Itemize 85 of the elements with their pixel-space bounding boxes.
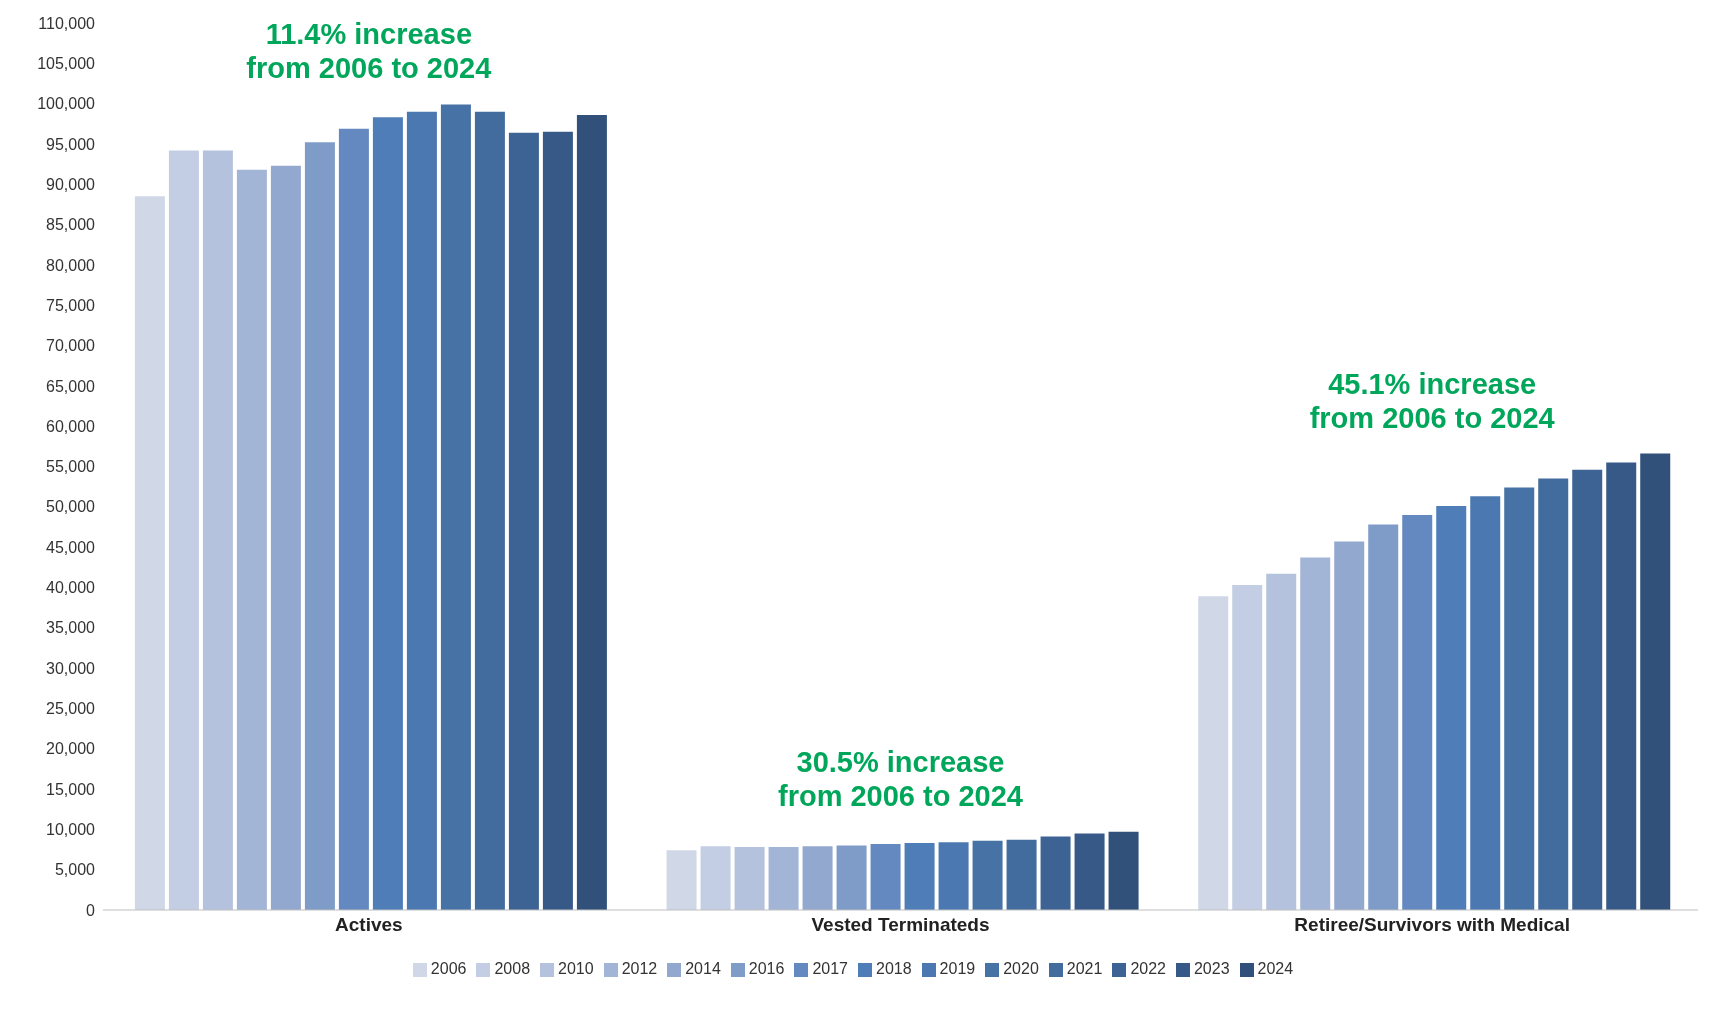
x-tick-label: Retiree/Survivors with Medical	[1294, 914, 1570, 936]
bar	[1232, 585, 1263, 910]
legend-label: 2012	[621, 960, 658, 977]
legend-label: 2022	[1130, 960, 1166, 977]
y-tick-label: 5,000	[54, 861, 96, 879]
bar	[236, 169, 267, 910]
y-tick-label: 15,000	[46, 780, 96, 798]
bar	[1368, 524, 1399, 910]
bar	[168, 150, 199, 910]
bar	[1504, 487, 1535, 910]
bar	[1108, 831, 1139, 910]
bar	[700, 846, 731, 910]
bar	[1334, 541, 1365, 910]
legend-label: 2008	[494, 960, 531, 977]
bar	[338, 128, 369, 910]
y-tick-label: 45,000	[46, 538, 96, 556]
bar	[1074, 833, 1105, 910]
bar	[304, 142, 335, 910]
bar	[1572, 469, 1603, 910]
bar	[1640, 453, 1671, 910]
bar	[1470, 496, 1501, 910]
bar	[474, 111, 505, 910]
y-tick-label: 95,000	[46, 135, 96, 153]
legend-label: 2010	[558, 960, 594, 977]
bar	[836, 845, 867, 910]
legend-label: 2017	[812, 960, 848, 977]
bar	[508, 132, 539, 910]
y-tick-label: 105,000	[37, 55, 96, 72]
bar	[406, 111, 437, 910]
y-tick-label: 65,000	[46, 377, 96, 395]
bar	[904, 843, 935, 910]
legend-label: 2006	[430, 960, 467, 977]
y-tick-label: 100,000	[37, 95, 96, 113]
legend-label: 2018	[876, 960, 912, 977]
bar	[1006, 839, 1037, 910]
y-tick-label: 75,000	[46, 296, 96, 314]
bar	[870, 843, 901, 910]
bar	[202, 150, 233, 910]
bar	[1300, 557, 1331, 910]
y-tick-label: 0	[86, 901, 96, 919]
bar	[802, 846, 833, 910]
x-tick-label: Vested Terminateds	[811, 914, 990, 936]
y-tick-label: 85,000	[46, 216, 96, 234]
x-tick-label: Actives	[335, 914, 403, 936]
y-tick-label: 50,000	[46, 498, 96, 516]
bar	[666, 850, 697, 910]
y-tick-label: 70,000	[46, 337, 96, 355]
legend-label: 2024	[1257, 960, 1294, 977]
y-tick-label: 90,000	[46, 175, 96, 193]
y-tick-label: 55,000	[46, 458, 96, 476]
y-tick-label: 60,000	[46, 417, 96, 435]
annotation: 45.1% increase from 2006 to 2024	[1309, 367, 1555, 434]
bar	[576, 114, 607, 910]
legend-label: 2019	[939, 960, 976, 977]
bar	[372, 117, 403, 910]
legend-label: 2021	[1066, 960, 1103, 977]
bar	[1436, 506, 1467, 910]
y-tick-label: 35,000	[46, 619, 96, 637]
bar	[972, 840, 1003, 910]
bar	[1040, 836, 1071, 910]
y-tick-label: 30,000	[46, 659, 96, 677]
bar	[1606, 462, 1637, 910]
y-tick-label: 40,000	[46, 579, 96, 597]
legend-label: 2016	[748, 960, 785, 977]
y-tick-label: 10,000	[46, 821, 96, 839]
bar	[734, 847, 765, 910]
bar	[270, 165, 301, 910]
y-tick-label: 80,000	[46, 256, 96, 274]
y-tick-label: 20,000	[46, 740, 96, 758]
legend-label: 2020	[1003, 960, 1039, 977]
bar	[1402, 514, 1433, 910]
annotation: 11.4% increase from 2006 to 2024	[246, 18, 492, 85]
y-tick-label: 25,000	[46, 700, 96, 718]
bar	[1266, 573, 1297, 910]
bar	[542, 131, 573, 910]
bar	[768, 847, 799, 910]
legend-label: 2014	[685, 960, 721, 977]
bar	[440, 104, 471, 910]
legend-label: 2023	[1193, 960, 1230, 977]
bar	[134, 196, 165, 910]
y-tick-label: 110,000	[38, 14, 96, 32]
bar	[938, 842, 969, 910]
bar	[1198, 596, 1229, 910]
annotation: 30.5% increase from 2006 to 2024	[777, 745, 1024, 812]
bar	[1538, 478, 1569, 910]
